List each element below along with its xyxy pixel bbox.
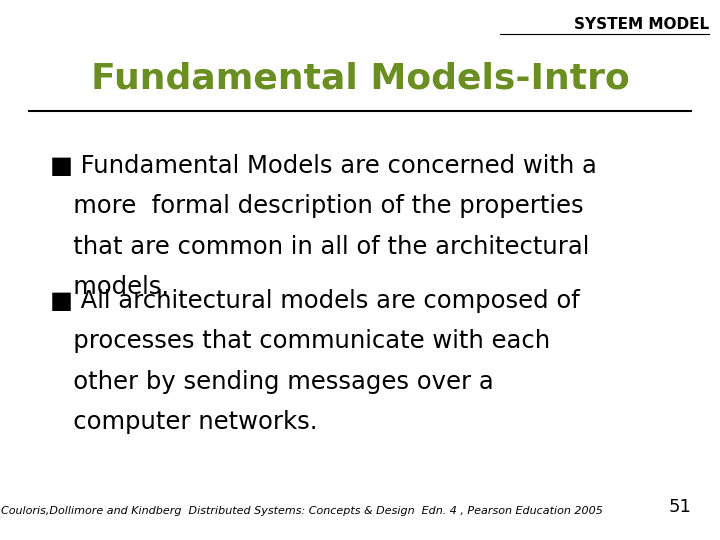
Text: Fundamental Models-Intro: Fundamental Models-Intro: [91, 62, 629, 95]
Text: ■ All architectural models are composed of: ■ All architectural models are composed …: [50, 289, 580, 313]
Text: other by sending messages over a: other by sending messages over a: [50, 370, 494, 394]
Text: ■ Fundamental Models are concerned with a: ■ Fundamental Models are concerned with …: [50, 154, 598, 178]
Text: 51: 51: [668, 498, 691, 516]
Text: that are common in all of the architectural: that are common in all of the architectu…: [50, 235, 590, 259]
Text: computer networks.: computer networks.: [50, 410, 318, 434]
Text: models.: models.: [50, 275, 169, 299]
Text: more  formal description of the properties: more formal description of the propertie…: [50, 194, 584, 218]
Text: processes that communicate with each: processes that communicate with each: [50, 329, 551, 353]
Text: Couloris,Dollimore and Kindberg  Distributed Systems: Concepts & Design  Edn. 4 : Couloris,Dollimore and Kindberg Distribu…: [1, 505, 603, 516]
Text: SYSTEM MODEL: SYSTEM MODEL: [574, 17, 709, 32]
